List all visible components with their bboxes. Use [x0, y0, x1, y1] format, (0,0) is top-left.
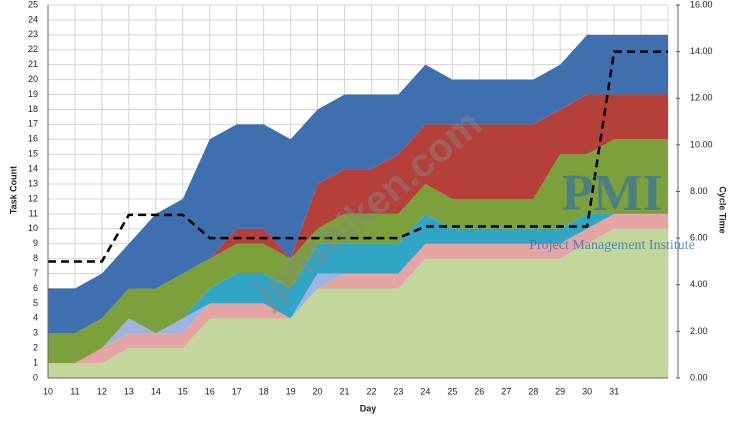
- y-tick-label: 12: [28, 193, 38, 203]
- y-tick-label: 11: [29, 208, 38, 218]
- y-tick-label: 21: [28, 59, 38, 69]
- x-tick-label: 18: [259, 386, 269, 396]
- y-tick-label: 3: [33, 328, 38, 338]
- y-tick-label: 0: [33, 372, 38, 382]
- x-tick-label: 28: [528, 386, 538, 396]
- y2-tick-label: 6.00: [690, 233, 708, 243]
- x-tick-label: 22: [366, 386, 376, 396]
- x-tick-label: 26: [474, 386, 484, 396]
- y2-tick-label: 10.00: [690, 139, 713, 149]
- y-tick-label: 17: [28, 119, 38, 129]
- y-tick-label: 9: [33, 238, 38, 248]
- y-tick-label: 5: [33, 298, 38, 308]
- y2-tick-label: 14.00: [690, 46, 713, 56]
- x-tick-label: 29: [555, 386, 565, 396]
- line: [48, 50, 668, 263]
- y-tick-label: 7: [33, 268, 38, 278]
- y-tick-label: 8: [33, 253, 38, 263]
- y2-tick-label: 12.00: [690, 93, 713, 103]
- y2-tick-label: 8.00: [690, 186, 708, 196]
- logo-caption: Project Management Institute: [529, 238, 695, 253]
- y-tick-label: 23: [28, 29, 38, 39]
- y-tick-label: 24: [28, 14, 38, 24]
- x-tick-label: 27: [501, 386, 511, 396]
- y-tick-label: 20: [28, 74, 38, 84]
- x-tick-label: 19: [286, 386, 296, 396]
- area: [48, 139, 668, 364]
- y-tick-label: 10: [28, 223, 38, 233]
- y-tick-label: 22: [28, 44, 38, 54]
- y-tick-label: 1: [33, 357, 38, 367]
- y-tick-label: 18: [28, 104, 38, 114]
- y2-tick-label: 0.00: [690, 372, 708, 382]
- y2-axis-title: Cycle Time: [718, 186, 728, 233]
- y-tick-label: 4: [33, 313, 38, 323]
- x-tick-label: 15: [178, 386, 188, 396]
- logo: PMI: [561, 165, 662, 222]
- x-tick-label: 24: [420, 386, 430, 396]
- y-tick-label: 6: [33, 283, 38, 293]
- x-tick-label: 23: [393, 386, 403, 396]
- y-axis-title: Task Count: [8, 166, 18, 214]
- y-tick-label: 13: [28, 178, 38, 188]
- x-tick-label: 31: [609, 386, 619, 396]
- area: [48, 228, 668, 378]
- x-tick-label: 10: [43, 386, 53, 396]
- x-tick-label: 14: [151, 386, 161, 396]
- x-tick-label: 20: [313, 386, 323, 396]
- y-tick-label: 2: [33, 343, 38, 353]
- x-axis-title: Day: [360, 403, 377, 413]
- x-tick-label: 12: [97, 386, 107, 396]
- x-tick-label: 30: [582, 386, 592, 396]
- x-tick-label: 16: [205, 386, 215, 396]
- area: [48, 34, 668, 334]
- y-tick-label: 25: [28, 0, 38, 9]
- y2-tick-label: 4.00: [690, 279, 708, 289]
- area: [48, 213, 668, 364]
- x-tick-label: 17: [232, 386, 242, 396]
- x-tick-label: 25: [447, 386, 457, 396]
- area: [48, 94, 668, 334]
- y2-tick-label: 2.00: [690, 326, 708, 336]
- y-tick-label: 16: [28, 134, 38, 144]
- y-tick-label: 19: [28, 89, 38, 99]
- x-tick-label: 21: [340, 386, 350, 396]
- x-tick-label: 13: [124, 386, 134, 396]
- x-tick-label: 11: [70, 386, 79, 396]
- y-tick-label: 15: [28, 149, 38, 159]
- y2-tick-label: 16.00: [690, 0, 713, 9]
- y-tick-label: 14: [28, 163, 38, 173]
